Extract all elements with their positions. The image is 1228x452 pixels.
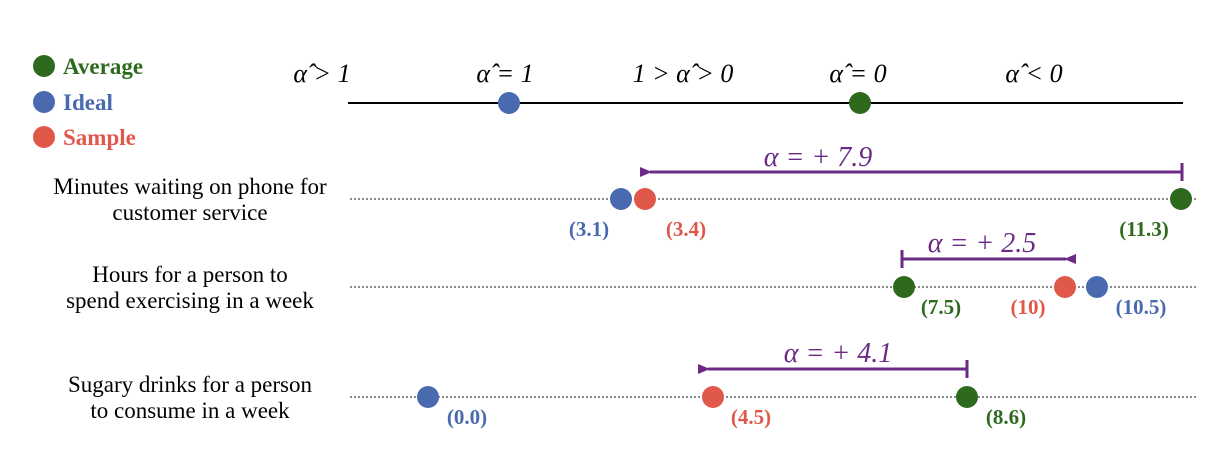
average-value-label: (8.6) [986, 405, 1026, 429]
alpha-scale: α̂ > 1 α̂ = 1 1 > α̂ > 0 α̂ = 0 α̂ < 0 [293, 59, 1183, 114]
scale-label-eq0: α̂ = 0 [829, 59, 886, 88]
legend-average-label: Average [63, 54, 143, 79]
sample-point [702, 386, 724, 408]
average-value-label: (11.3) [1119, 217, 1169, 241]
scale-label-gt1: α̂ > 1 [293, 59, 350, 88]
sample-point [1054, 276, 1076, 298]
legend-ideal-dot [33, 91, 55, 113]
legend-item-ideal: Ideal [33, 90, 113, 115]
row-phone-wait: Minutes waiting on phone for customer se… [53, 142, 1196, 241]
row-label-line-1: Sugary drinks for a person [68, 372, 313, 397]
average-point [1170, 188, 1192, 210]
sample-value-label: (3.4) [666, 217, 706, 241]
ideal-value-label: (10.5) [1116, 295, 1167, 319]
row-label-line-2: spend exercising in a week [66, 288, 314, 313]
average-point [956, 386, 978, 408]
scale-label-eq1: α̂ = 1 [476, 59, 533, 88]
scale-label-lt0: α̂ < 0 [1005, 59, 1062, 88]
legend-ideal-label: Ideal [63, 90, 113, 115]
ideal-point [1086, 276, 1108, 298]
legend-item-sample: Sample [33, 125, 136, 150]
sample-point [634, 188, 656, 210]
ideal-value-label: (0.0) [447, 405, 487, 429]
legend-item-average: Average [33, 54, 143, 79]
legend-sample-dot [33, 126, 55, 148]
ideal-value-label: (3.1) [569, 217, 609, 241]
row-label-line-2: to consume in a week [90, 398, 290, 423]
row-label-line-1: Hours for a person to [92, 262, 287, 287]
row-sugary-drinks: Sugary drinks for a person to consume in… [68, 338, 1196, 429]
alpha-value-label: α = + 2.5 [928, 228, 1037, 259]
legend-average-dot [33, 55, 55, 77]
ideal-point [417, 386, 439, 408]
sample-value-label: (10) [1011, 295, 1046, 319]
average-point [893, 276, 915, 298]
scale-ideal-marker [498, 92, 520, 114]
legend: Average Ideal Sample [33, 54, 143, 150]
alpha-value-label: α = + 7.9 [764, 142, 873, 173]
sample-value-label: (4.5) [731, 405, 771, 429]
legend-sample-label: Sample [63, 125, 136, 150]
row-exercise: Hours for a person to spend exercising i… [66, 228, 1196, 319]
average-value-label: (7.5) [921, 295, 961, 319]
row-label-line-2: customer service [112, 200, 267, 225]
ideal-point [610, 188, 632, 210]
alpha-value-label: α = + 4.1 [784, 338, 893, 369]
scale-label-between: 1 > α̂ > 0 [633, 59, 734, 88]
scale-average-marker [849, 92, 871, 114]
row-label-line-1: Minutes waiting on phone for [53, 174, 327, 199]
